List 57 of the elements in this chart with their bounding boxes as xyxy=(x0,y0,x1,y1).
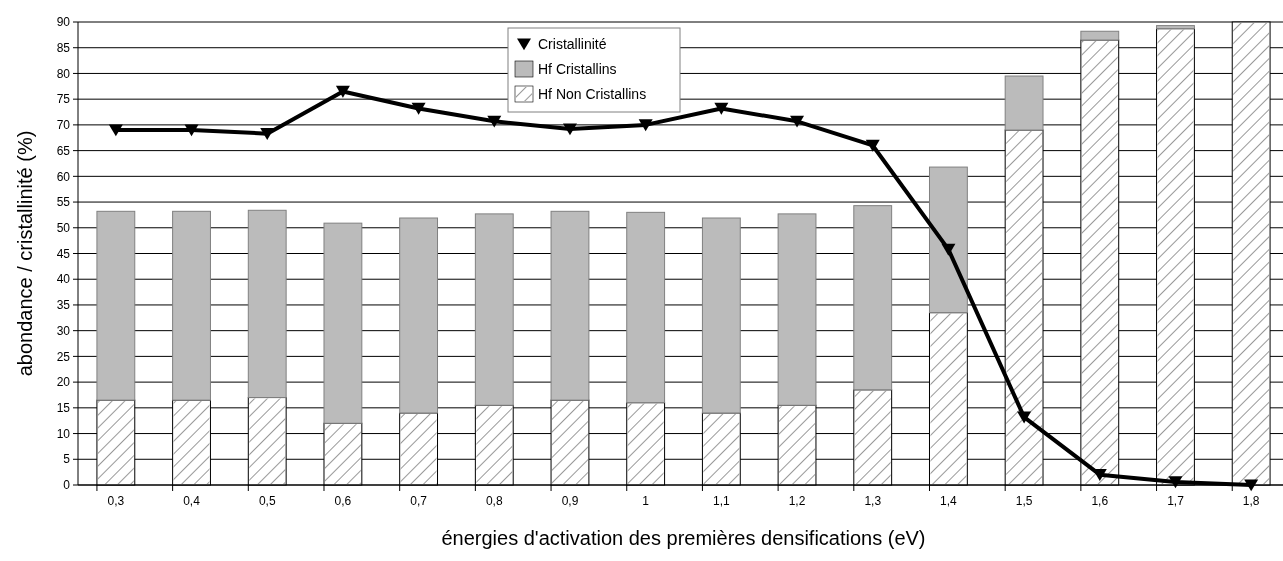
x-tick-label: 0,4 xyxy=(183,494,201,508)
x-tick-label: 1,4 xyxy=(940,494,958,508)
point xyxy=(941,243,956,256)
point xyxy=(714,102,729,115)
y-tick-label: 5 xyxy=(63,452,71,467)
y-tick-label: 85 xyxy=(56,40,71,55)
y-tick-label: 10 xyxy=(56,426,71,441)
point xyxy=(865,139,880,152)
point xyxy=(184,124,199,137)
y-tick-label: 30 xyxy=(56,323,71,338)
x-tick-label: 0,7 xyxy=(410,494,428,508)
point xyxy=(260,128,275,140)
x-tick-label: 1,7 xyxy=(1167,494,1185,508)
y-tick-label: 60 xyxy=(56,169,71,184)
y-axis-title: abondance / cristallinité (%) xyxy=(14,130,36,377)
y-tick-label: 90 xyxy=(56,15,71,30)
legend-label: Cristallinité xyxy=(538,35,607,52)
point xyxy=(1017,411,1032,424)
x-tick-label: 1,8 xyxy=(1242,494,1260,508)
point xyxy=(1168,476,1183,489)
bar xyxy=(1156,25,1195,30)
y-tick-label: 25 xyxy=(56,349,71,364)
y-tick-label: 20 xyxy=(56,375,71,390)
x-tick-label: 0,6 xyxy=(334,494,352,508)
bar xyxy=(1004,75,1044,131)
point xyxy=(790,115,805,128)
x-tick-label: 1,5 xyxy=(1015,494,1033,508)
y-tick-label: 80 xyxy=(56,66,71,81)
x-tick-label: 0,5 xyxy=(258,494,276,508)
x-tick-label: 1,6 xyxy=(1091,494,1109,508)
y-tick-label: 65 xyxy=(56,143,71,158)
point xyxy=(487,115,502,128)
y-tick-label: 15 xyxy=(56,401,71,416)
x-tick-label: 0,8 xyxy=(485,494,503,508)
x-tick-label: 0,3 xyxy=(107,494,125,508)
point xyxy=(638,119,653,132)
x-tick-label: 1,1 xyxy=(713,494,731,508)
x-axis-title: énergies d'activation des premières densifications (eV) xyxy=(441,527,926,549)
point xyxy=(108,124,123,137)
y-tick-label: 50 xyxy=(56,220,71,235)
y-tick-label: 75 xyxy=(56,92,71,107)
y-tick-label: 40 xyxy=(56,272,71,287)
y-tick-label: 45 xyxy=(56,246,71,261)
y-tick-label: 35 xyxy=(56,298,71,313)
y-tick-label: 70 xyxy=(56,118,71,133)
legend-label: Hf Non Cristallins xyxy=(538,85,647,102)
point xyxy=(411,102,426,115)
x-tick-label: 1,3 xyxy=(864,494,882,508)
x-tick-label: 1 xyxy=(642,494,650,508)
y-tick-label: 55 xyxy=(56,195,71,210)
point xyxy=(562,123,577,136)
y-tick-label: 0 xyxy=(63,478,71,493)
x-tick-label: 0,9 xyxy=(561,494,579,508)
legend-label: Hf Cristallins xyxy=(538,60,617,77)
point xyxy=(335,85,350,98)
x-tick-label: 1,2 xyxy=(788,494,806,508)
bar xyxy=(1080,30,1120,41)
